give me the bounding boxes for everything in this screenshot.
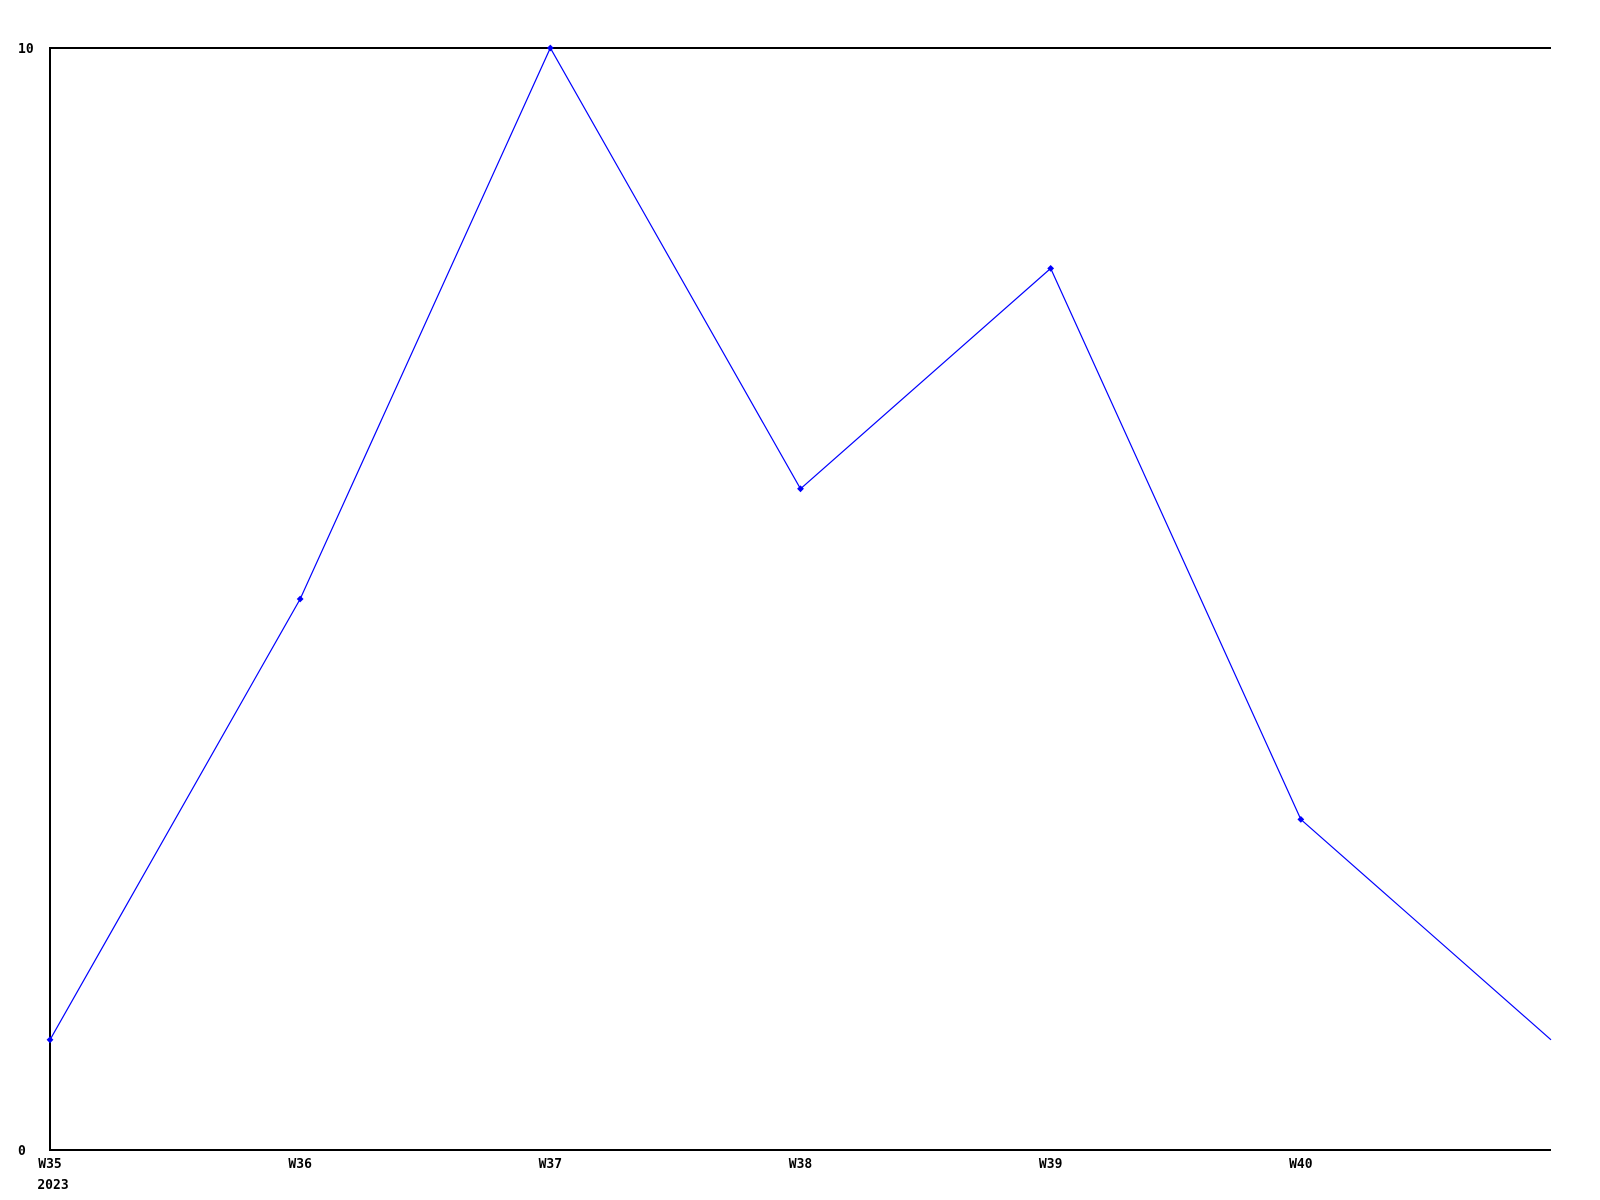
data-point-marker (296, 595, 304, 603)
x-tick-label: W40 (1289, 1157, 1313, 1172)
axes-border (49, 47, 1551, 1151)
y-tick-label: 10 (18, 42, 34, 57)
x-tick-label: W35 (38, 1157, 61, 1172)
data-point-marker (1297, 816, 1305, 823)
x-tick-label: W36 (288, 1157, 312, 1172)
x-tick-label: W37 (539, 1157, 562, 1172)
x-tick-label: W39 (1039, 1157, 1062, 1172)
data-point-marker (1047, 265, 1055, 272)
data-point-marker (797, 485, 804, 493)
data-point-marker (46, 1036, 54, 1044)
y-tick-label: 0 (18, 1144, 26, 1159)
data-point-marker (546, 44, 554, 52)
line-series (49, 46, 1552, 1041)
x-axis-year-label: 2023 (37, 1178, 68, 1193)
x-tick-label: W38 (789, 1157, 813, 1172)
